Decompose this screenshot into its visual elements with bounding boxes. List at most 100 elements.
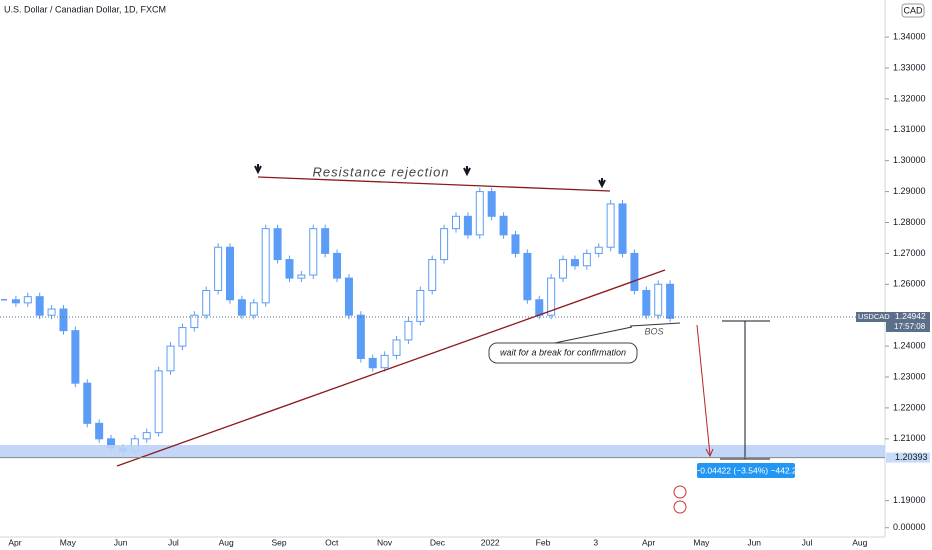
candle — [166, 345, 175, 372]
x-tick-label: Aug — [852, 537, 867, 547]
x-tick-label: Oct — [325, 537, 339, 547]
x-tick-label: Sep — [271, 537, 286, 547]
candle — [190, 314, 199, 329]
candle — [178, 327, 187, 347]
x-tick-label: Jul — [168, 537, 179, 547]
x-tick-label: 3 — [593, 537, 598, 547]
candle — [428, 259, 437, 291]
candle — [95, 422, 104, 440]
y-tick-label: 1.31000 — [893, 124, 926, 134]
x-tick-label: Feb — [536, 537, 551, 547]
measure-label-box — [697, 463, 795, 478]
x-tick-label: Jun — [747, 537, 761, 547]
y-tick-label: 1.34000 — [893, 31, 926, 41]
candle — [380, 354, 389, 369]
candle — [237, 299, 246, 316]
candle — [344, 277, 353, 316]
event-icon[interactable] — [673, 485, 687, 499]
candle — [285, 259, 294, 279]
candle — [47, 308, 56, 316]
candle — [559, 259, 568, 279]
y-tick-label: 1.30000 — [893, 155, 926, 165]
candle — [297, 274, 306, 279]
symbol-label: USDCAD — [858, 312, 890, 321]
currency: CAD — [903, 5, 923, 15]
candle — [83, 382, 92, 424]
candle — [261, 228, 270, 304]
x-tick-label: Apr — [642, 537, 655, 547]
y-tick-label: 1.22000 — [893, 402, 926, 412]
countdown: 17:57:08 — [894, 322, 926, 331]
y-tick-label: 0.00000 — [893, 522, 926, 532]
candle — [333, 252, 342, 279]
candle — [23, 296, 32, 304]
x-tick-label: Aug — [219, 537, 234, 547]
x-tick-label: Jul — [802, 537, 813, 547]
annotation: BOS — [644, 326, 663, 336]
currency-badge[interactable] — [901, 3, 925, 18]
chart-title: U.S. Dollar / Canadian Dollar, 1D, FXCM — [4, 4, 166, 14]
candle — [463, 215, 472, 236]
y-tick-label: 1.24000 — [893, 340, 926, 350]
candle — [11, 299, 20, 304]
candle — [71, 330, 80, 384]
y-tick-label: 1.28000 — [893, 217, 926, 227]
candle — [202, 289, 211, 316]
candle — [594, 246, 603, 254]
callout-pointer — [544, 326, 633, 346]
annotation: Resistance rejection — [312, 164, 449, 179]
x-tick-label: Nov — [377, 537, 393, 547]
arrow-down — [254, 164, 262, 175]
candle — [666, 283, 675, 319]
arrow-down — [598, 178, 606, 189]
y-tick-label: 1.27000 — [893, 248, 926, 258]
candle — [499, 215, 508, 236]
candle — [226, 246, 234, 301]
candle — [570, 259, 579, 267]
candle — [487, 191, 496, 217]
candle — [321, 228, 330, 254]
bos-line — [629, 322, 681, 327]
candle — [606, 203, 615, 248]
countdown-tag — [886, 321, 930, 332]
x-tick-label: Apr — [8, 537, 21, 547]
candle — [142, 432, 151, 440]
arrow-down — [463, 166, 471, 177]
candle — [404, 320, 413, 341]
candle — [309, 228, 318, 276]
annotation: wait for a break for confirmation — [500, 347, 626, 357]
resistance-line — [257, 176, 611, 192]
candle — [535, 299, 544, 316]
x-tick-label: 2022 — [481, 537, 500, 547]
candle — [618, 203, 627, 254]
candle — [642, 289, 651, 316]
candle — [154, 370, 163, 434]
candle — [249, 302, 258, 316]
target-price: 1.20393 — [895, 452, 928, 462]
candle — [392, 339, 401, 356]
y-tick-label: 1.19000 — [893, 495, 926, 505]
candle — [654, 283, 663, 316]
y-tick-label: 1.21000 — [893, 433, 926, 443]
candle — [511, 234, 520, 254]
y-tick-label: 1.23000 — [893, 371, 926, 381]
y-tick-label: 1.29000 — [893, 186, 926, 196]
event-icon[interactable] — [673, 500, 687, 514]
candle — [214, 246, 223, 291]
candle — [523, 252, 532, 301]
x-tick-label: May — [693, 537, 710, 547]
candle — [59, 308, 68, 332]
support-zone — [0, 445, 885, 458]
price-tag — [856, 311, 930, 322]
candle — [475, 191, 484, 236]
projection-arrow — [696, 324, 711, 456]
target-tag — [886, 452, 930, 463]
x-tick-label: Dec — [430, 537, 446, 547]
current-price: 1.24942 — [895, 311, 926, 321]
candle — [440, 228, 449, 261]
candle — [547, 277, 556, 316]
measure-label: −0.04422 (−3.54%) −442.2 — [695, 465, 797, 475]
candle — [273, 228, 282, 261]
x-tick-label: Jun — [114, 537, 128, 547]
